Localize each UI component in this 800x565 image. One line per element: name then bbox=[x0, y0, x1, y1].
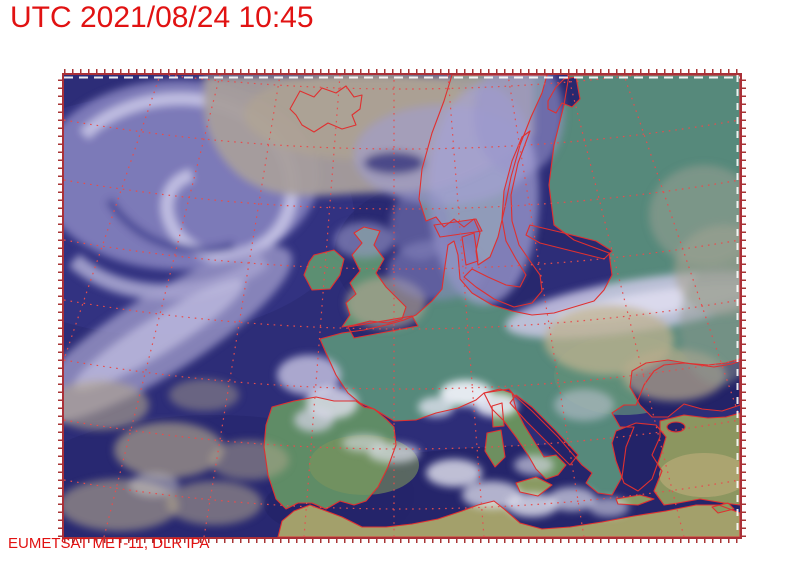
timestamp-label: UTC 2021/08/24 10:45 bbox=[10, 1, 314, 34]
satellite-image-frame bbox=[58, 69, 746, 543]
cloud-cumulus-field bbox=[64, 380, 149, 430]
credit-label: EUMETSAT MET-11, DLR IPA bbox=[8, 535, 210, 552]
scan-edge-dashes bbox=[64, 75, 740, 537]
coastlines bbox=[263, 75, 740, 537]
satellite-image bbox=[64, 75, 740, 537]
frame-ticks-left bbox=[58, 75, 62, 537]
graticule bbox=[64, 75, 740, 537]
seas-overlay bbox=[348, 77, 740, 491]
frame-ticks-top bbox=[64, 69, 740, 73]
cloud-mediterranean bbox=[426, 459, 482, 487]
cloud-biscay bbox=[277, 355, 341, 395]
frame-ticks-right bbox=[742, 75, 746, 537]
cloud-layer bbox=[64, 75, 740, 531]
